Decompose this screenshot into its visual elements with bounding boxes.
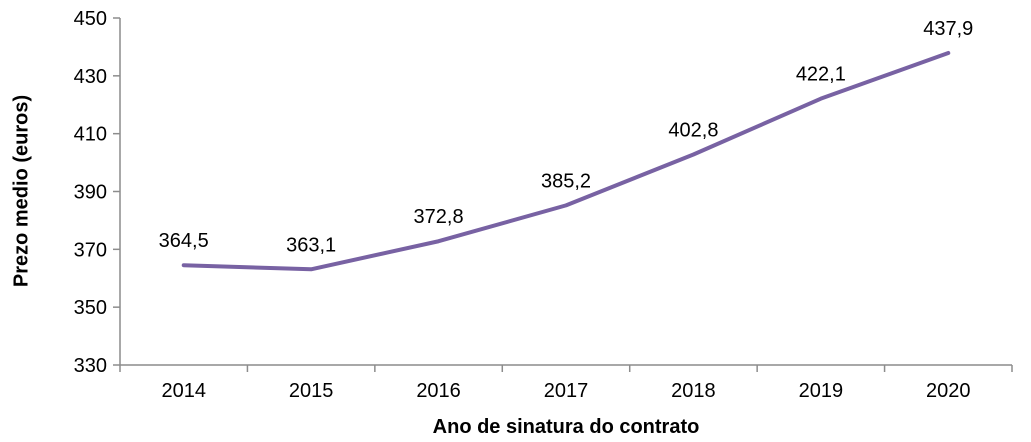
data-point-label: 437,9	[923, 18, 973, 40]
y-tick-label: 390	[74, 182, 107, 204]
x-tick-label: 2020	[926, 380, 971, 402]
y-axis-title: Prezo medio (euros)	[10, 94, 33, 288]
y-tick-label: 330	[74, 355, 107, 377]
data-point-label: 364,5	[159, 230, 209, 252]
x-axis-title: Ano de sinatura do contrato	[432, 416, 700, 438]
data-point-label: 402,8	[668, 119, 718, 141]
y-tick-label: 450	[74, 8, 107, 30]
x-tick-label: 2019	[799, 380, 844, 402]
data-point-label: 363,1	[286, 234, 336, 256]
data-point-label: 422,1	[796, 64, 846, 86]
data-point-label: 385,2	[541, 170, 591, 192]
y-tick-label: 370	[74, 239, 107, 261]
y-tick-label: 410	[74, 124, 107, 146]
x-tick-label: 2017	[544, 380, 589, 402]
data-point-label: 372,8	[414, 206, 464, 228]
y-tick-label: 350	[74, 297, 107, 319]
x-tick-label: 2015	[289, 380, 334, 402]
x-tick-label: 2014	[161, 380, 206, 402]
data-series-line	[181, 50, 951, 272]
x-tick-label: 2018	[671, 380, 716, 402]
y-tick-label: 430	[74, 66, 107, 88]
x-tick-label: 2016	[416, 380, 461, 402]
